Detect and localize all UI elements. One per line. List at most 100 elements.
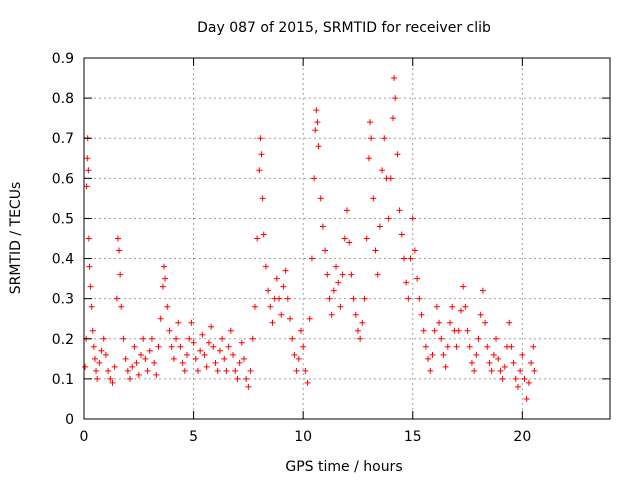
data-point xyxy=(186,335,193,342)
data-point xyxy=(390,115,397,122)
data-point xyxy=(249,335,256,342)
data-point xyxy=(341,235,348,242)
data-point xyxy=(221,355,228,362)
data-point xyxy=(405,295,412,302)
data-point xyxy=(140,335,147,342)
data-point xyxy=(122,355,129,362)
data-point xyxy=(357,335,364,342)
y-tick-label: 0.4 xyxy=(52,252,74,268)
data-point xyxy=(495,355,502,362)
data-point xyxy=(98,347,105,354)
data-point xyxy=(201,351,208,358)
data-point xyxy=(409,215,416,222)
data-point xyxy=(289,335,296,342)
data-point xyxy=(457,307,464,314)
data-point xyxy=(225,343,232,350)
data-point xyxy=(315,143,322,150)
data-point xyxy=(216,347,223,354)
data-point xyxy=(234,375,241,382)
data-point xyxy=(370,195,377,202)
data-point xyxy=(240,355,247,362)
data-point xyxy=(517,367,524,374)
data-point xyxy=(118,303,125,310)
data-point xyxy=(170,355,177,362)
data-point xyxy=(142,355,149,362)
data-point xyxy=(330,287,337,294)
data-point xyxy=(514,383,521,390)
data-point xyxy=(468,359,475,366)
data-point xyxy=(82,363,89,370)
data-point xyxy=(257,135,264,142)
data-point xyxy=(455,327,462,334)
data-point xyxy=(83,183,90,190)
data-point xyxy=(243,375,250,382)
data-point xyxy=(164,303,171,310)
data-point xyxy=(227,327,234,334)
data-point xyxy=(113,295,120,302)
data-point xyxy=(391,75,398,82)
x-tick-label: 10 xyxy=(294,429,312,445)
data-point xyxy=(84,155,91,162)
data-point xyxy=(144,367,151,374)
data-point xyxy=(510,359,517,366)
data-point xyxy=(531,367,538,374)
data-point xyxy=(287,315,294,322)
data-point xyxy=(418,311,425,318)
data-point xyxy=(436,319,443,326)
x-tick-label: 20 xyxy=(513,429,531,445)
data-point xyxy=(376,223,383,230)
data-point xyxy=(368,135,375,142)
data-point xyxy=(184,351,191,358)
y-tick-label: 0.9 xyxy=(52,51,74,67)
data-point xyxy=(433,303,440,310)
data-point xyxy=(117,271,124,278)
y-tick-label: 0.7 xyxy=(52,131,74,147)
data-point xyxy=(490,351,497,358)
data-point xyxy=(232,367,239,374)
data-point xyxy=(155,343,162,350)
data-point xyxy=(162,275,169,282)
data-point xyxy=(208,323,215,330)
data-point xyxy=(166,327,173,334)
data-point xyxy=(247,367,254,374)
chart-title: Day 087 of 2015, SRMTID for receiver cli… xyxy=(197,20,491,36)
data-point xyxy=(129,363,136,370)
data-point xyxy=(230,351,237,358)
data-point xyxy=(501,363,508,370)
data-point xyxy=(462,303,469,310)
data-point xyxy=(326,295,333,302)
data-point xyxy=(392,95,399,102)
data-point xyxy=(265,287,272,294)
data-point xyxy=(372,247,379,254)
data-point xyxy=(521,375,528,382)
data-point xyxy=(278,311,285,318)
data-point xyxy=(124,367,131,374)
data-point xyxy=(297,327,304,334)
data-point xyxy=(379,167,386,174)
data-point xyxy=(333,263,340,270)
data-point xyxy=(317,195,324,202)
data-point xyxy=(223,367,230,374)
data-point xyxy=(367,119,374,126)
y-tick-label: 0.1 xyxy=(52,372,74,388)
data-point xyxy=(354,327,361,334)
data-point xyxy=(396,207,403,214)
data-point xyxy=(508,343,515,350)
plot-border xyxy=(83,57,611,420)
data-point xyxy=(348,271,355,278)
data-point xyxy=(422,343,429,350)
data-point xyxy=(314,119,321,126)
data-point xyxy=(337,303,344,310)
data-point xyxy=(102,351,109,358)
data-point xyxy=(199,331,206,338)
data-point xyxy=(120,335,127,342)
data-point xyxy=(411,247,418,254)
data-point xyxy=(302,367,309,374)
data-point xyxy=(109,379,116,386)
data-point xyxy=(111,363,118,370)
data-point xyxy=(493,335,500,342)
data-point xyxy=(475,335,482,342)
data-point xyxy=(280,283,287,290)
data-point xyxy=(291,351,298,358)
